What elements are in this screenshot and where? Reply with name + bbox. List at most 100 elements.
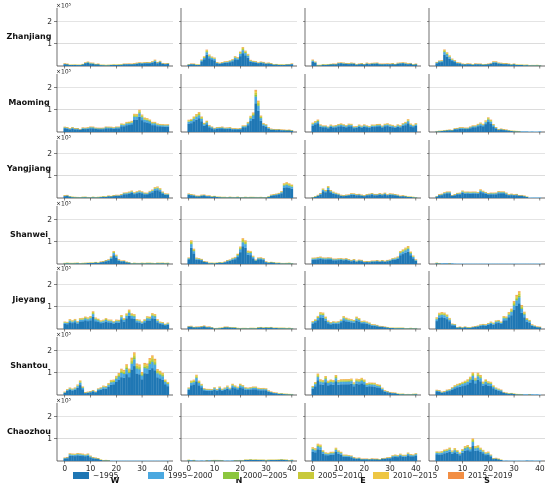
bar-segment <box>383 64 387 66</box>
bar-segment <box>525 131 529 132</box>
bar-segment <box>133 119 136 132</box>
bar-segment <box>357 126 361 132</box>
bar-segment <box>517 195 521 198</box>
bar-segment <box>287 183 291 185</box>
y-tick-label: 1 <box>47 39 52 48</box>
bar-segment <box>396 195 400 196</box>
bar-segment <box>249 61 252 66</box>
bar-segment <box>249 252 252 254</box>
bar-segment <box>202 326 206 329</box>
bar-segment <box>122 318 126 320</box>
bar-segment <box>122 319 126 322</box>
bar-segment <box>251 115 255 119</box>
bar-segment <box>218 197 221 198</box>
bar-segment <box>78 318 82 319</box>
bar-segment <box>228 127 232 129</box>
bar-segment <box>133 116 136 120</box>
bar-segment <box>197 64 201 66</box>
bar-segment <box>316 120 320 122</box>
bar-segment <box>130 121 134 122</box>
bar-segment <box>133 353 136 356</box>
bar-segment <box>484 325 487 329</box>
bar-segment <box>226 197 229 198</box>
bar-segment <box>208 263 211 264</box>
bar-segment <box>458 193 462 195</box>
bar-segment <box>468 192 472 194</box>
bar-segment <box>166 383 170 385</box>
bar-segment <box>140 117 144 121</box>
bar-segment <box>145 263 149 264</box>
bar-segment <box>404 123 407 126</box>
bar-segment <box>525 321 529 329</box>
bar-segment <box>507 313 511 315</box>
bar-segment <box>210 127 214 129</box>
bar-segment <box>329 259 333 264</box>
bar-segment <box>287 130 291 132</box>
bar-segment <box>91 390 95 392</box>
bar-segment <box>84 318 87 321</box>
bar-segment <box>156 369 159 371</box>
bar-segment <box>68 128 72 130</box>
bar-segment <box>269 64 273 66</box>
bar-segment <box>347 195 351 198</box>
bar-segment <box>163 194 167 195</box>
bar-segment <box>205 327 209 329</box>
bar-segment <box>140 375 144 380</box>
bar-segment <box>365 127 369 132</box>
bar-segment <box>324 316 327 318</box>
bar-segment <box>228 128 232 132</box>
bar-segment <box>393 328 397 329</box>
bar-segment <box>213 128 216 130</box>
bar-segment <box>161 376 164 380</box>
bar-segment <box>104 65 108 66</box>
bar-segment <box>355 318 358 321</box>
bar-segment <box>249 117 252 119</box>
bar-segment <box>140 322 144 324</box>
bar-segment <box>143 118 146 120</box>
bar-segment <box>523 312 526 313</box>
bar-segment <box>210 58 214 60</box>
bar-segment <box>269 129 273 132</box>
bar-segment <box>122 321 126 329</box>
bar-segment <box>236 257 239 264</box>
bar-segment <box>285 184 288 188</box>
bar-segment <box>89 63 92 66</box>
bar-segment <box>411 127 415 132</box>
bar-segment <box>499 63 503 64</box>
bar-segment <box>280 328 283 329</box>
bar-segment <box>443 50 446 52</box>
bar-segment <box>223 128 227 130</box>
bar-segment <box>68 196 72 198</box>
bar-segment <box>66 263 69 264</box>
bar-segment <box>148 192 152 194</box>
bar-segment <box>404 196 407 198</box>
bar-segment <box>117 376 121 381</box>
bar-segment <box>241 239 245 242</box>
bar-segment <box>497 192 500 194</box>
bar-segment <box>130 124 134 132</box>
bar-segment <box>440 194 444 196</box>
bar-segment <box>510 310 513 312</box>
bar-segment <box>140 323 144 329</box>
bar-segment <box>523 196 526 198</box>
bar-segment <box>236 197 239 198</box>
bar-segment <box>112 255 115 264</box>
bar-segment <box>200 117 203 119</box>
bar-segment <box>120 315 123 317</box>
bar-segment <box>458 128 462 132</box>
bar-segment <box>208 54 211 56</box>
bar-segment <box>78 381 82 383</box>
bar-segment <box>156 322 159 329</box>
bar-segment <box>339 320 343 323</box>
bar-segment <box>448 58 451 66</box>
bar-segment <box>200 60 203 62</box>
bar-segment <box>373 63 376 66</box>
bar-segment <box>120 315 123 316</box>
bar-segment <box>125 366 128 368</box>
y-tick-label: 1 <box>47 368 52 377</box>
bar-segment <box>468 127 472 129</box>
bar-segment <box>373 63 376 64</box>
bar-segment <box>512 301 516 304</box>
bar-segment <box>220 128 224 132</box>
bar-segment <box>440 314 444 318</box>
